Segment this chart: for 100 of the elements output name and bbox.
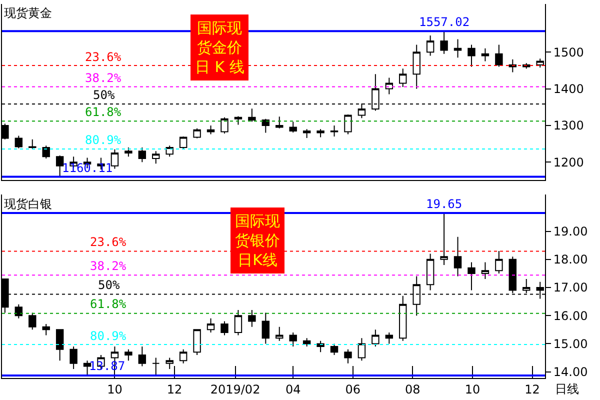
candlestick	[152, 357, 160, 376]
x-tick-label: 08	[405, 382, 420, 396]
candlestick	[302, 128, 311, 138]
candlestick	[42, 324, 50, 336]
annotation: 50%	[93, 88, 116, 102]
annotation: 61.8%	[85, 105, 122, 119]
y-tick-label: 14.00	[553, 365, 588, 380]
candlestick	[495, 250, 503, 274]
candlestick	[440, 30, 448, 54]
annotation: 38.2%	[85, 71, 122, 85]
candlestick	[56, 329, 64, 362]
candlestick	[124, 146, 132, 158]
y-tick-label: 1300	[553, 118, 584, 133]
candlestick	[495, 44, 503, 68]
candlestick	[234, 309, 242, 336]
chart-title: 现货白银	[4, 197, 52, 211]
candlestick	[179, 348, 188, 364]
candlestick	[262, 118, 270, 134]
annotation: 国际现货银价日K线	[235, 212, 280, 269]
candlestick	[124, 348, 132, 362]
candlestick	[152, 150, 160, 164]
candlestick	[399, 68, 407, 88]
y-tick-label: 1200	[553, 155, 584, 170]
candlestick	[206, 124, 215, 135]
candlestick	[316, 128, 324, 138]
candlestick	[399, 295, 407, 342]
ref-line-label: 19.65	[426, 197, 462, 211]
candlestick	[454, 236, 462, 277]
candlestick	[289, 332, 297, 348]
ref-line-label: 1557.02	[419, 15, 470, 29]
candlestick	[220, 320, 228, 336]
y-tick-label: 1400	[553, 82, 584, 96]
candlestick	[302, 338, 311, 348]
candlestick	[166, 357, 174, 370]
candlestick	[468, 44, 476, 68]
candlestick	[276, 116, 284, 129]
x-tick-label: 06	[345, 382, 361, 396]
annotation: 23.6%	[85, 50, 122, 64]
text: 日线	[555, 382, 579, 396]
candlestick	[330, 343, 338, 356]
candlestick	[330, 124, 338, 137]
candlestick	[138, 146, 146, 163]
x-tick-label: 04	[285, 382, 301, 396]
candlestick	[179, 136, 188, 150]
candlestick	[358, 338, 366, 362]
candlestick	[28, 138, 36, 150]
candlestick	[440, 212, 448, 266]
ref-line-label: 1160.11	[62, 161, 113, 175]
y-tick-label: 1500	[553, 45, 584, 60]
candlestick	[262, 312, 270, 344]
annotation: 23.6%	[90, 235, 127, 249]
annotation: 国际现货金价日 K 线	[195, 19, 244, 76]
x-tick-label: 2019/02	[210, 382, 260, 396]
y-tick-label: 17.00	[553, 280, 588, 295]
candlestick	[70, 346, 78, 370]
candlestick	[166, 145, 174, 158]
candlestick	[206, 318, 215, 333]
y-tick-label: 18.00	[553, 252, 588, 267]
candlestick	[83, 360, 92, 376]
y-tick-label: 19.00	[553, 224, 588, 238]
candlestick	[481, 262, 490, 280]
candlestick	[289, 121, 297, 133]
x-tick-label: 10	[464, 382, 480, 396]
y-tick-label: 16.00	[553, 308, 588, 323]
candlestick	[220, 116, 228, 134]
candlestick	[426, 35, 434, 56]
annotation: 80.9%	[85, 133, 122, 147]
candlestick	[234, 116, 242, 126]
candlestick	[276, 326, 284, 342]
candlestick	[385, 332, 394, 344]
candlestick	[454, 38, 462, 58]
candlestick	[56, 155, 64, 178]
candlestick	[248, 108, 256, 122]
candlestick	[14, 304, 23, 319]
annotation: 80.9%	[90, 329, 127, 343]
x-tick-label: 10	[107, 382, 122, 396]
candlestick	[248, 309, 256, 328]
candlestick	[481, 48, 490, 62]
annotation: 61.8%	[90, 297, 127, 311]
candlestick	[14, 135, 23, 149]
candlestick	[193, 128, 201, 139]
candlestick	[508, 58, 517, 73]
candlestick	[110, 148, 119, 170]
candlestick	[372, 329, 380, 348]
candlestick	[28, 312, 36, 330]
x-tick-label: 12	[524, 382, 540, 396]
x-tick-label: 12	[166, 382, 182, 396]
annotation: 38.2%	[90, 259, 127, 273]
candlestick	[344, 114, 352, 135]
candlestick	[344, 348, 352, 364]
candlestick	[42, 145, 50, 159]
chart-title: 现货黄金	[4, 6, 52, 20]
candlestick	[385, 77, 394, 95]
annotation: 50%	[98, 278, 120, 292]
candlestick	[426, 253, 434, 291]
candlestick	[316, 340, 324, 353]
candlestick	[138, 346, 146, 367]
candlestick	[412, 44, 420, 90]
candlestick	[193, 329, 201, 356]
y-tick-label: 15.00	[553, 336, 588, 351]
